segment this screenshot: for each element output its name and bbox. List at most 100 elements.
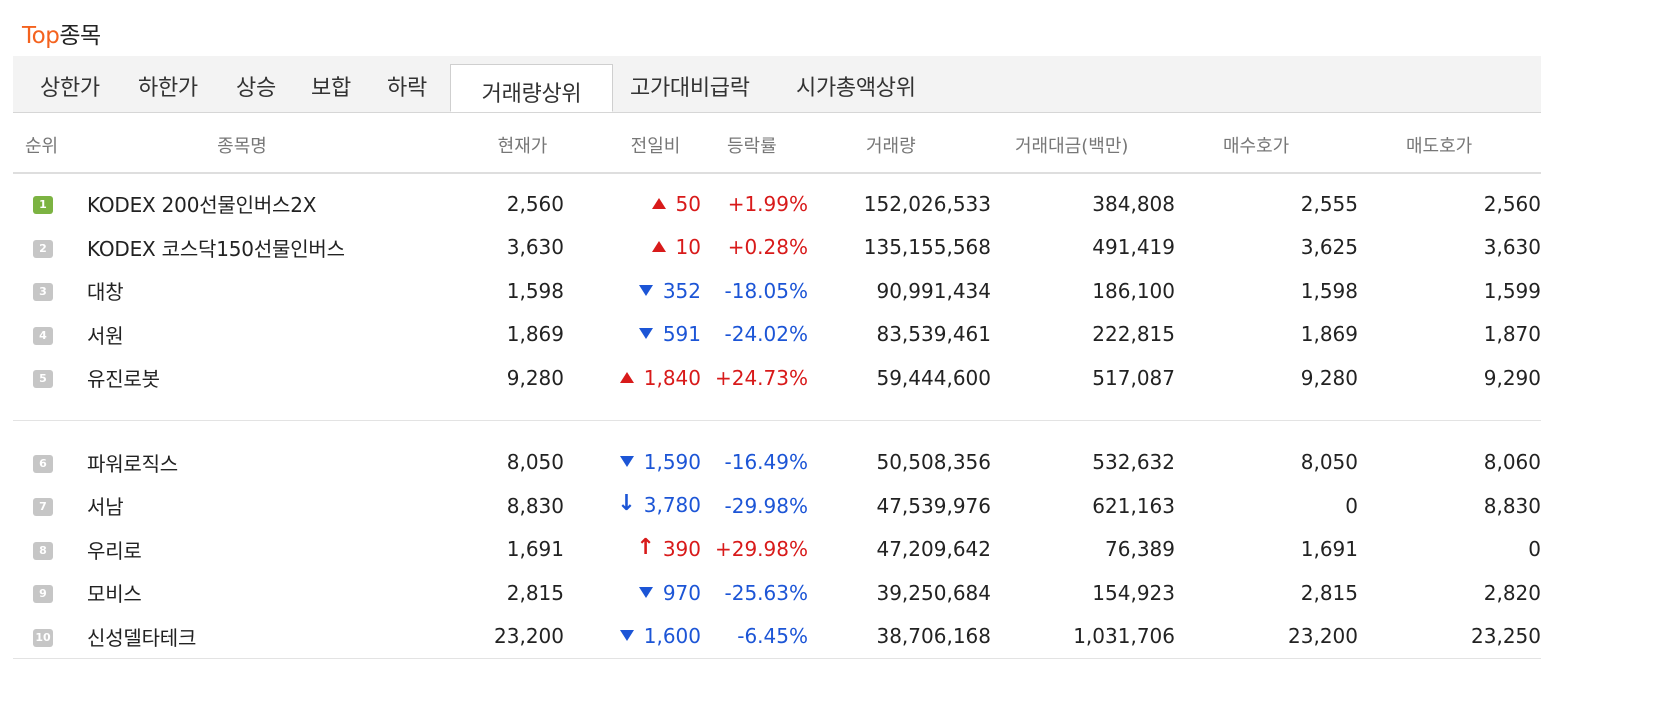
triangle-down-icon [638, 328, 653, 340]
ask-cell: 2,560 [1483, 191, 1541, 216]
amount-cell: 76,389 [1105, 537, 1175, 562]
rate-cell: +29.98% [714, 537, 808, 562]
ask-cell: 8,830 [1483, 493, 1541, 518]
stock-name-link[interactable]: KODEX 코스닥150선물인버스 [87, 236, 345, 261]
table-row[interactable]: 2 KODEX 코스닥150선물인버스 3,630 10 +0.28% 135,155,5… [13, 226, 1541, 270]
table-row[interactable]: 1 KODEX 200선물인버스2X 2,560 50 +1.99% 152,026,53… [13, 173, 1541, 226]
change-cell: 50 [564, 173, 701, 226]
volume-cell: 152,026,533 [863, 191, 991, 216]
rate-cell: -24.02% [724, 322, 808, 347]
col-rank: 순위 [13, 118, 83, 174]
upper-limit-arrow-icon: ↑ [636, 534, 655, 560]
col-price: 현재가 [441, 118, 564, 174]
volume-cell: 50,508,356 [876, 450, 991, 475]
rate-cell: -29.98% [724, 493, 808, 518]
volume-cell: 38,706,168 [808, 614, 991, 659]
col-rate: 등락률 [701, 118, 808, 174]
lower-limit-arrow-icon: ↓ [617, 491, 636, 517]
volume-cell: 135,155,568 [863, 235, 991, 260]
ask-cell: 0 [1528, 537, 1541, 562]
stock-name-link[interactable]: KODEX 200선물인버스2X [87, 193, 317, 218]
col-volume: 거래량 [808, 118, 991, 174]
bid-cell: 23,200 [1175, 614, 1358, 659]
ask-cell: 9,290 [1483, 365, 1541, 390]
col-name: 종목명 [83, 118, 441, 174]
rate-cell: +24.73% [714, 365, 808, 390]
stock-name-link[interactable]: 대창 [87, 280, 124, 305]
page-title: Top종목 [22, 16, 101, 50]
bid-cell: 9,280 [1300, 365, 1358, 390]
stock-name-link[interactable]: 모비스 [87, 582, 142, 607]
tab-high-drop[interactable]: 고가대비급락 [630, 76, 750, 101]
triangle-down-icon [619, 630, 634, 642]
tab-bar: 상한가 하한가 상승 보합 하락 거래량상위 고가대비급락 시가총액상위 [13, 56, 1541, 113]
change-value: 390 [662, 536, 701, 561]
rate-cell: -25.63% [724, 580, 808, 605]
rank-cell: 9 [13, 571, 83, 615]
change-value: 50 [675, 191, 701, 216]
table-row[interactable]: 10 신성델타테크 23,200 1,600 -6.45% 38,706,168 1,031… [13, 614, 1541, 659]
stock-name-link[interactable]: 유진로봇 [87, 367, 160, 392]
volume-cell: 47,209,642 [876, 537, 991, 562]
change-cell: ↑ 390 [564, 528, 701, 572]
table-row[interactable]: 9 모비스 2,815 970 -25.63% 39,250,684 154,923 2,81… [13, 571, 1541, 615]
ask-cell: 23,250 [1358, 614, 1541, 659]
stock-name-link[interactable]: 서남 [87, 495, 124, 520]
change-value: 591 [662, 322, 701, 347]
rank-cell: 1 [13, 173, 83, 226]
triangle-up-icon [651, 197, 666, 209]
table-row[interactable]: 5 유진로봇 9,280 1,840 +24.73% 59,444,600 517,087 9… [13, 356, 1541, 400]
col-amount: 거래대금(백만) [991, 118, 1175, 174]
change-cell: 591 [564, 313, 701, 357]
rank-cell: 2 [13, 226, 83, 270]
table-row[interactable]: 6 파워로직스 8,050 1,590 -16.49% 50,508,356 532,632… [13, 441, 1541, 485]
change-cell: 1,600 [564, 614, 701, 659]
stock-name-link[interactable]: 서원 [87, 323, 124, 348]
price-cell: 8,830 [506, 493, 564, 518]
tab-market-cap-top[interactable]: 시가총액상위 [796, 76, 916, 101]
change-cell: ↓ 3,780 [564, 484, 701, 528]
rank-cell: 5 [13, 356, 83, 400]
volume-cell: 39,250,684 [876, 580, 991, 605]
ask-cell: 1,599 [1483, 278, 1541, 303]
rank-cell: 4 [13, 313, 83, 357]
table-row[interactable]: 4 서원 1,869 591 -24.02% 83,539,461 222,815 1,869… [13, 313, 1541, 357]
tab-unchanged[interactable]: 보합 [311, 76, 351, 101]
group-separator [13, 399, 1541, 421]
tab-volume-top[interactable]: 거래량상위 [450, 64, 613, 112]
rank-badge: 9 [33, 585, 53, 604]
stock-name-link[interactable]: 신성델타테크 [83, 614, 441, 659]
bid-cell: 8,050 [1300, 450, 1358, 475]
rate-cell: +0.28% [727, 235, 808, 260]
col-bid: 매수호가 [1175, 118, 1358, 174]
change-cell: 1,590 [564, 441, 701, 485]
tab-upper-limit[interactable]: 상한가 [40, 76, 100, 101]
triangle-up-icon [651, 241, 666, 253]
stock-name-link[interactable]: 우리로 [87, 538, 142, 563]
bid-cell: 2,555 [1300, 191, 1358, 216]
amount-cell: 532,632 [1092, 450, 1175, 475]
amount-cell: 186,100 [1092, 278, 1175, 303]
tab-fall[interactable]: 하락 [387, 76, 427, 101]
price-cell: 3,630 [506, 235, 564, 260]
triangle-down-icon [619, 456, 634, 468]
amount-cell: 491,419 [1092, 235, 1175, 260]
change-value: 1,590 [643, 450, 701, 475]
tab-lower-limit[interactable]: 하한가 [138, 76, 198, 101]
change-value: 1,840 [643, 365, 701, 390]
change-cell: 1,840 [564, 356, 701, 400]
bid-cell: 3,625 [1300, 235, 1358, 260]
amount-cell: 621,163 [1092, 493, 1175, 518]
volume-cell: 90,991,434 [876, 278, 991, 303]
table-row[interactable]: 7 서남 8,830 ↓ 3,780 -29.98% 47,539,976 621,163 0 8… [13, 484, 1541, 528]
change-cell: 970 [564, 571, 701, 615]
stock-name-link[interactable]: 파워로직스 [87, 451, 178, 476]
rank-cell: 8 [13, 528, 83, 572]
rank-badge: 3 [33, 283, 53, 302]
rank-badge: 8 [33, 541, 53, 560]
price-cell: 2,560 [506, 191, 564, 216]
table-row[interactable]: 3 대창 1,598 352 -18.05% 90,991,434 186,100 1,598… [13, 269, 1541, 313]
table-row[interactable]: 8 우리로 1,691 ↑ 390 +29.98% 47,209,642 76,389 1,69… [13, 528, 1541, 572]
volume-cell: 83,539,461 [876, 322, 991, 347]
tab-rise[interactable]: 상승 [236, 76, 276, 101]
